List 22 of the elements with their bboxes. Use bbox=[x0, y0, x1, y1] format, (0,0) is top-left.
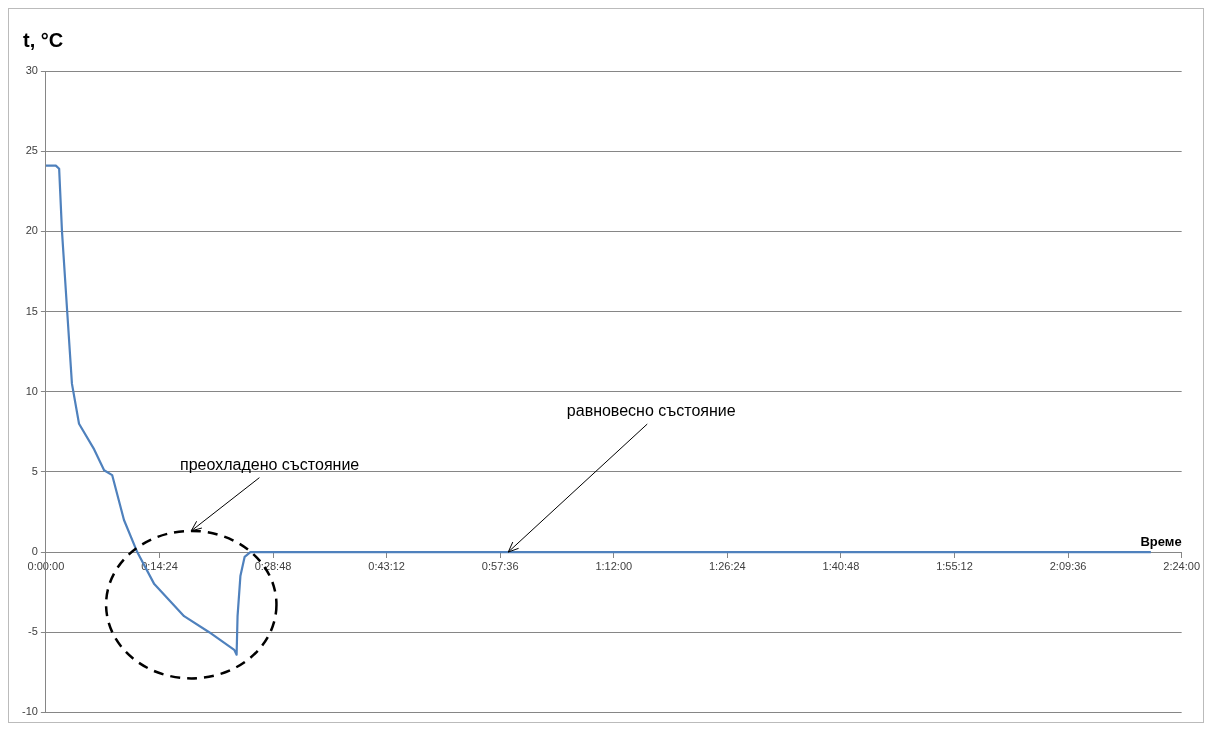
x-tick-label: 1:12:00 bbox=[595, 559, 633, 572]
annotation: преохладено състояние bbox=[180, 455, 360, 473]
x-tick-label: 1:40:48 bbox=[822, 559, 860, 572]
y-tick-label: 30 bbox=[25, 64, 38, 77]
x-axis-title: Време bbox=[1140, 534, 1182, 550]
x-tick-label: 0:57:36 bbox=[481, 559, 519, 572]
y-tick-label: 25 bbox=[25, 144, 38, 157]
x-tick-label: 1:55:12 bbox=[936, 559, 973, 572]
y-tick-label: 10 bbox=[25, 384, 38, 397]
y-tick-label: 5 bbox=[31, 464, 38, 477]
y-axis-title: t, °C bbox=[23, 28, 64, 51]
y-tick-label: 20 bbox=[25, 224, 38, 237]
y-tick-label: -5 bbox=[28, 625, 38, 638]
x-tick-label: 2:09:36 bbox=[1049, 559, 1087, 572]
y-tick-label: -10 bbox=[21, 705, 38, 718]
x-tick-label: 1:26:24 bbox=[709, 559, 746, 572]
x-tick-label: 2:24:00 bbox=[1163, 559, 1200, 572]
annotation: равновесно състояние bbox=[566, 402, 736, 420]
x-tick-label: 0:43:12 bbox=[368, 559, 405, 572]
y-tick-label: 0 bbox=[31, 545, 38, 558]
y-tick-label: 15 bbox=[25, 304, 38, 317]
x-tick-label: 0:28:48 bbox=[254, 559, 292, 572]
